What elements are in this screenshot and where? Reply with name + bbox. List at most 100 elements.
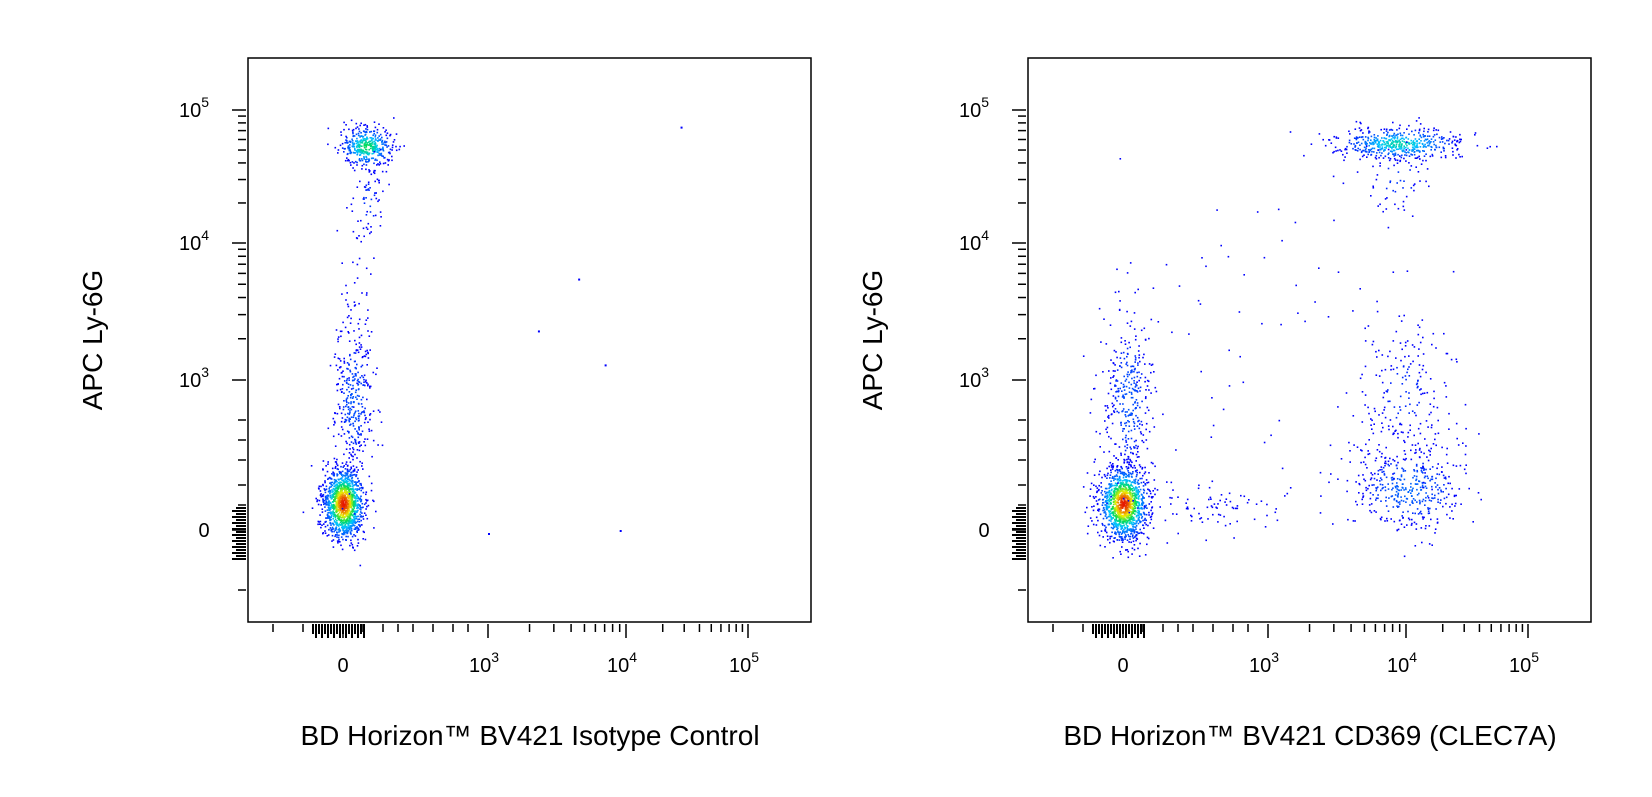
event-dot xyxy=(336,490,338,492)
event-dot xyxy=(1448,143,1450,145)
event-dot xyxy=(348,494,351,496)
event-dot xyxy=(368,475,371,478)
event-dot xyxy=(366,152,369,155)
event-dot xyxy=(1133,517,1135,520)
event-dot xyxy=(1373,510,1376,512)
event-dot xyxy=(354,522,356,524)
event-dot xyxy=(333,420,336,423)
event-dot xyxy=(1392,432,1395,434)
event-dot xyxy=(1392,506,1395,508)
event-dot xyxy=(1111,531,1113,534)
event-dot xyxy=(354,391,357,394)
event-dot xyxy=(1127,479,1129,482)
event-dot xyxy=(1410,449,1412,452)
event-dot xyxy=(1393,406,1396,408)
event-dot xyxy=(1431,155,1434,157)
event-dot xyxy=(348,516,351,519)
event-dot xyxy=(1465,427,1467,430)
event-dot xyxy=(374,143,376,145)
event-dot xyxy=(1346,145,1348,148)
event-dot xyxy=(1417,379,1419,382)
event-dot xyxy=(1432,135,1435,138)
event-dot xyxy=(1110,466,1113,468)
event-dot xyxy=(1447,482,1449,485)
event-dot xyxy=(1384,456,1387,459)
event-dot xyxy=(1131,506,1133,508)
event-dot xyxy=(359,376,362,379)
event-dot xyxy=(1418,480,1421,483)
event-dot xyxy=(337,468,339,471)
event-dot xyxy=(362,506,364,509)
event-dot xyxy=(1129,493,1132,495)
event-dot xyxy=(350,525,352,528)
event-dot xyxy=(348,488,350,491)
event-dot xyxy=(1121,536,1123,538)
event-dot xyxy=(1458,153,1460,156)
event-dot xyxy=(373,143,375,145)
event-dot xyxy=(1098,484,1100,487)
event-dot xyxy=(1455,465,1458,467)
event-dot xyxy=(1129,488,1132,490)
event-dot xyxy=(1128,506,1131,508)
event-dot xyxy=(376,128,379,131)
event-dot xyxy=(1113,490,1116,492)
event-dot xyxy=(340,420,343,423)
event-dot xyxy=(398,148,401,151)
event-dot xyxy=(1110,498,1113,501)
event-dot xyxy=(341,262,343,264)
event-dot xyxy=(330,481,332,484)
event-dot xyxy=(338,517,341,520)
event-dot xyxy=(1121,541,1124,543)
event-dot xyxy=(370,139,373,141)
event-dot xyxy=(372,134,374,137)
event-dot xyxy=(1117,510,1120,513)
event-dot xyxy=(1121,492,1123,495)
event-dot xyxy=(1102,509,1104,512)
event-dot xyxy=(357,524,360,526)
event-dot xyxy=(351,497,353,499)
event-dot xyxy=(1128,519,1130,522)
event-dot xyxy=(349,144,351,146)
event-dot xyxy=(1130,529,1133,531)
event-dot xyxy=(1435,444,1437,447)
event-dot xyxy=(1140,329,1143,332)
event-dot xyxy=(1456,361,1458,363)
event-dot xyxy=(1082,486,1085,488)
event-dot xyxy=(1444,142,1446,145)
event-dot xyxy=(356,527,358,529)
event-dot xyxy=(354,515,357,518)
event-dot xyxy=(1385,462,1387,465)
event-dot xyxy=(1146,543,1148,546)
event-dot xyxy=(345,472,348,475)
event-dot xyxy=(343,529,345,532)
event-dot xyxy=(1388,464,1390,467)
event-dot xyxy=(1124,411,1127,413)
event-dot xyxy=(346,503,349,506)
event-dot xyxy=(1385,137,1388,140)
event-dot xyxy=(1376,486,1379,488)
event-dot xyxy=(1123,357,1126,360)
event-dot xyxy=(1112,557,1114,559)
event-dot xyxy=(1385,390,1388,392)
event-dot xyxy=(1106,506,1109,508)
event-dot xyxy=(354,304,357,306)
event-dot xyxy=(1128,498,1130,501)
event-dot xyxy=(1101,499,1104,501)
event-dot xyxy=(1107,515,1110,518)
event-dot xyxy=(346,207,348,209)
event-dot xyxy=(347,412,349,415)
event-dot xyxy=(1118,515,1120,517)
event-dot xyxy=(344,490,347,493)
event-dot xyxy=(1122,515,1124,517)
event-dot xyxy=(361,292,363,294)
event-dot xyxy=(340,494,342,496)
event-dot xyxy=(361,465,363,467)
event-dot xyxy=(352,442,355,445)
event-dot xyxy=(1330,473,1332,475)
event-dot xyxy=(319,490,322,492)
event-dot xyxy=(369,418,371,421)
x-tick-label: 0 xyxy=(337,655,348,677)
event-dot xyxy=(1135,537,1138,540)
event-dot xyxy=(1108,483,1110,486)
event-dot xyxy=(351,373,354,375)
